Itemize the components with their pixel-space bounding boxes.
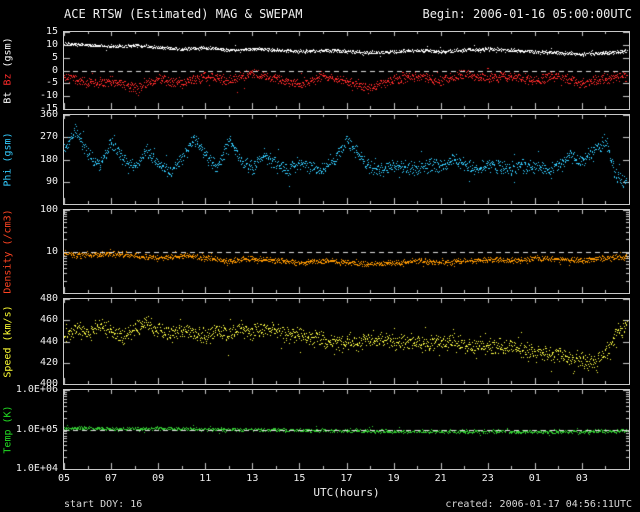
x-tick-label: 21 <box>434 473 447 484</box>
speed-canvas <box>64 299 629 384</box>
x-tick-label: 13 <box>246 473 259 484</box>
bt-bz-axis-title-part: (gsm) <box>3 37 15 68</box>
x-tick-label: 11 <box>199 473 212 484</box>
x-tick-label: 05 <box>57 473 71 484</box>
x-tick-label: 19 <box>387 473 400 484</box>
density-ytick-label: 100 <box>39 204 58 215</box>
speed-axis-title-text: Speed (km/s) <box>3 305 14 377</box>
density-ytick-label: 10 <box>45 245 58 257</box>
x-tick-label: 03 <box>575 473 588 484</box>
bt-bz-axis-title-part: Bt <box>3 85 15 104</box>
temp-axis-title-part: Temp (K) <box>3 405 15 454</box>
x-tick-label: 23 <box>481 473 494 484</box>
bt-bz-ytick-label: 15 <box>45 26 58 37</box>
speed-ytick-label: 420 <box>39 356 58 368</box>
bt-bz-axis-title-part: Bz <box>3 67 15 86</box>
bt-bz-axis-title-text: Bt Bz (gsm) <box>3 37 14 103</box>
bt-bz-ytick-label: 0 <box>51 64 58 76</box>
phi-axis-title: Phi (gsm) <box>1 114 16 205</box>
phi-ytick-label: 180 <box>39 153 58 165</box>
density-panel <box>63 209 630 294</box>
bt-bz-canvas <box>64 32 629 109</box>
x-tick-label: 15 <box>293 473 306 484</box>
created-timestamp: created: 2006-01-17 04:56:11UTC <box>445 499 632 510</box>
x-tick-label: 01 <box>528 473 541 484</box>
bt-bz-ytick-label: -5 <box>45 77 58 89</box>
density-axis-title-part: Density (/cm3) <box>3 209 15 294</box>
bt-bz-ytick-label: 10 <box>45 38 58 50</box>
x-axis-label: UTC(hours) <box>313 486 380 499</box>
temp-canvas <box>64 390 629 469</box>
density-canvas <box>64 210 629 293</box>
phi-ytick-label: 90 <box>45 175 58 187</box>
start-doy-label: start DOY: 16 <box>64 499 143 510</box>
x-tick-label: 09 <box>152 473 165 484</box>
phi-panel <box>63 114 630 205</box>
speed-ytick-label: 440 <box>39 335 58 347</box>
density-axis-title: Density (/cm3) <box>1 209 16 294</box>
speed-ytick-label: 460 <box>39 314 58 326</box>
speed-panel <box>63 298 630 385</box>
plot-title: ACE RTSW (Estimated) MAG & SWEPAM <box>64 7 303 21</box>
phi-axis-title-part: Phi (gsm) <box>3 132 14 187</box>
temp-axis-title-text: Temp (K) <box>3 405 14 453</box>
bt-bz-ytick-label: -10 <box>39 90 58 102</box>
speed-axis-title-part: Speed (km/s) <box>3 305 14 378</box>
plot-header: ACE RTSW (Estimated) MAG & SWEPAM Begin:… <box>64 7 632 21</box>
speed-ytick-label: 480 <box>39 293 58 304</box>
temp-ytick-label: 1.0E+04 <box>15 463 58 474</box>
speed-ytick-label: 400 <box>39 378 58 389</box>
x-tick-label: 07 <box>105 473 118 484</box>
x-tick-label: 17 <box>340 473 353 484</box>
bt-bz-ytick-label: 5 <box>51 51 58 63</box>
phi-ytick-label: 360 <box>39 109 58 120</box>
temp-ytick-label: 1.0E+06 <box>15 384 58 395</box>
temp-ytick-label: 1.0E+05 <box>15 423 58 435</box>
phi-canvas <box>64 115 629 204</box>
phi-ytick-label: 270 <box>39 131 58 143</box>
bt-bz-ytick-label: -15 <box>39 103 58 114</box>
bt-bz-axis-title: Bt Bz (gsm) <box>1 31 16 110</box>
temp-axis-title: Temp (K) <box>1 389 16 470</box>
begin-timestamp: Begin: 2006-01-16 05:00:00UTC <box>422 7 632 21</box>
temp-panel <box>63 389 630 470</box>
speed-axis-title: Speed (km/s) <box>1 298 16 385</box>
density-axis-title-text: Density (/cm3) <box>3 209 14 293</box>
phi-axis-title-text: Phi (gsm) <box>3 132 14 186</box>
bt-bz-panel <box>63 31 630 110</box>
